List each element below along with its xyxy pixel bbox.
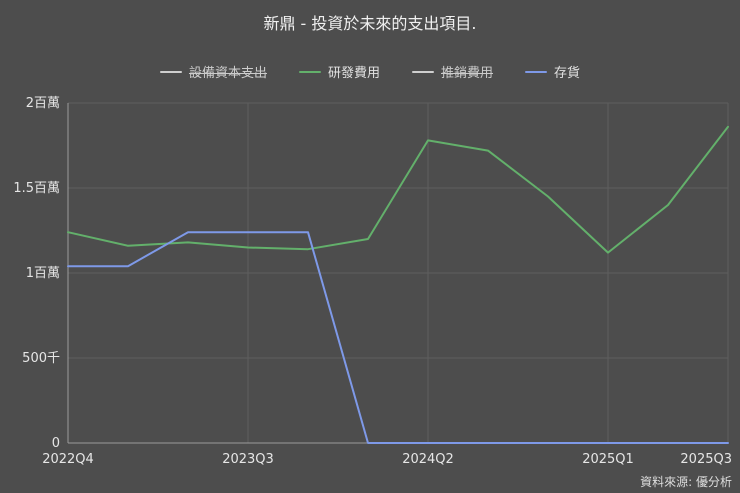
series-line: [67, 125, 729, 254]
legend-swatch-icon: [298, 70, 321, 73]
legend-label: 推銷費用: [441, 66, 494, 81]
legend-label: 存貨: [554, 66, 581, 81]
x-tick-label: 2022Q4: [42, 452, 94, 467]
x-tick-label: 2025Q1: [582, 452, 634, 467]
x-tick-label: 2024Q2: [402, 452, 454, 467]
y-tick-label: 1百萬: [26, 266, 60, 281]
chart-title: 新鼎 - 投資於未來的支出項目.: [263, 14, 477, 33]
legend-label: 設備資本支出: [188, 66, 267, 81]
legend: 設備資本支出 研發費用 推銷費用 存貨: [0, 62, 740, 81]
y-tick-label: 500千: [22, 351, 60, 366]
x-tick-label: 2025Q3: [680, 452, 732, 467]
series-line: [67, 231, 729, 444]
legend-item[interactable]: 存貨: [525, 62, 580, 81]
y-tick-label: 0: [52, 436, 60, 451]
y-tick-label: 1.5百萬: [13, 181, 60, 196]
x-tick-label: 2023Q3: [222, 452, 274, 467]
legend-swatch-icon: [412, 70, 434, 73]
legend-swatch-icon: [159, 70, 182, 73]
source-note: 資料來源: 優分析: [640, 475, 732, 489]
legend-item[interactable]: 設備資本支出: [159, 62, 267, 81]
legend-item[interactable]: 推銷費用: [412, 62, 493, 81]
legend-swatch-icon: [525, 70, 548, 73]
legend-label: 研發費用: [327, 66, 380, 81]
legend-item[interactable]: 研發費用: [298, 62, 380, 81]
y-tick-label: 2百萬: [26, 96, 60, 111]
